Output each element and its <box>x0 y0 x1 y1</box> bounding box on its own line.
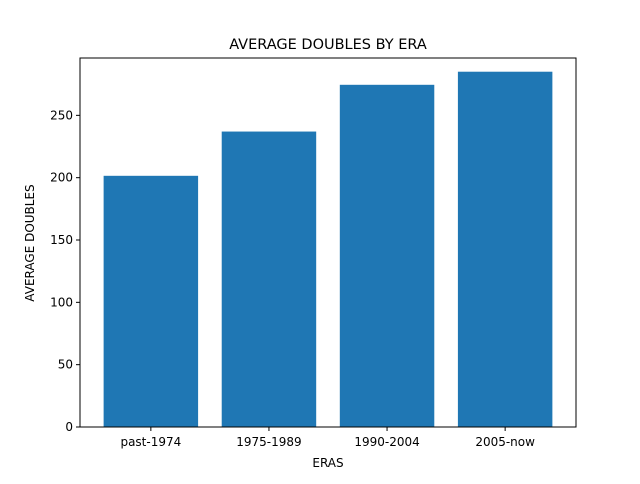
bar-1975-1989 <box>221 131 317 428</box>
x-tick-label: 1975-1989 <box>236 435 301 449</box>
bars-group <box>103 71 553 428</box>
y-tick-label: 250 <box>50 108 73 122</box>
y-tick-label: 0 <box>65 420 73 434</box>
x-tick-label: past-1974 <box>120 435 181 449</box>
x-axis-label: ERAS <box>312 456 343 470</box>
bar-1990-2004 <box>339 84 435 428</box>
plot-frame <box>79 57 577 428</box>
y-tick-label: 200 <box>50 171 73 185</box>
x-axis-ticks: past-1974 1975-1989 1990-2004 2005-now <box>120 427 535 449</box>
x-tick-label: 2005-now <box>475 435 535 449</box>
y-tick-label: 100 <box>50 295 73 309</box>
y-tick-label: 50 <box>58 358 73 372</box>
bar-past-1974 <box>103 175 199 427</box>
y-tick-label: 150 <box>50 233 73 247</box>
y-axis-label: AVERAGE DOUBLES <box>23 184 37 301</box>
x-tick-label: 1990-2004 <box>354 435 419 449</box>
chart-title: AVERAGE DOUBLES BY ERA <box>229 37 427 53</box>
bar-2005-now <box>457 71 553 428</box>
y-axis-ticks: 0 50 100 150 200 250 <box>50 108 80 434</box>
